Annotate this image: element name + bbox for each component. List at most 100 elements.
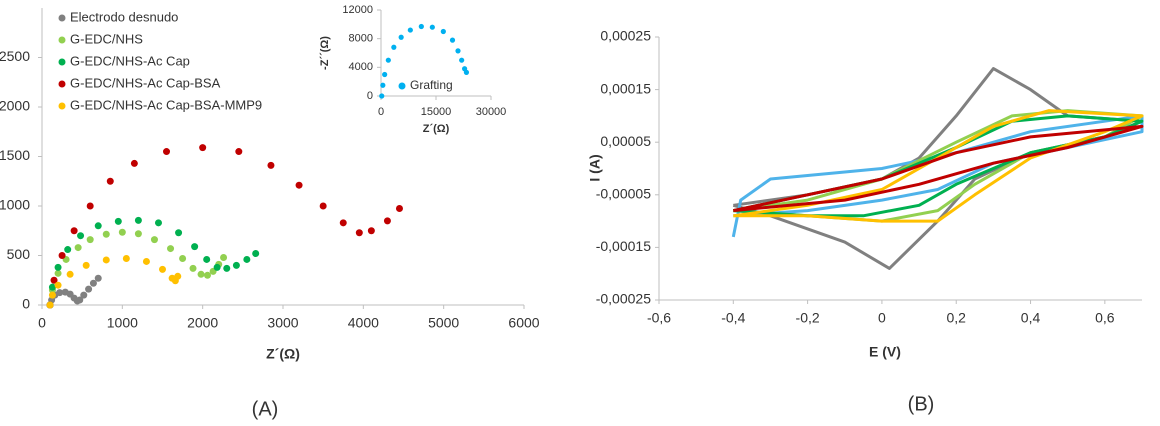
panel-label: (A) [252,398,279,420]
data-point [191,243,199,251]
legend-marker [58,58,66,66]
data-point [130,159,138,167]
legend-marker [58,14,66,22]
data-point [383,217,391,225]
y-tick-label: 2000 [0,98,30,114]
data-point [398,34,404,40]
data-point [203,271,211,279]
panel-label: (B) [908,393,935,415]
data-point [46,301,54,309]
data-point [418,23,424,30]
data-point [449,37,456,43]
x-tick-label: 5000 [428,315,459,331]
data-point [150,236,158,244]
cv-curve [732,124,1144,213]
legend-marker [58,102,66,110]
y-axis-title: I (A) [587,154,603,181]
legend-marker [58,36,66,44]
data-point [339,219,347,227]
x-tick-label: 3000 [267,315,298,331]
y-tick-label: 1500 [0,147,30,163]
y-tick-label: 0 [22,296,30,312]
x-tick-label: 4000 [348,315,379,331]
data-point [440,28,446,35]
data-point [56,289,64,297]
x-tick-label: -0,2 [796,310,820,326]
y-tick-label: 0,00025 [600,28,651,44]
data-point [89,279,97,287]
data-point [295,181,303,189]
y-tick-label: 0 [367,90,373,102]
legend-label: G-EDC/NHS-Ac Cap-BSA-MMP9 [70,97,262,112]
data-point [54,269,62,277]
data-point [54,281,62,289]
data-point [203,255,211,263]
x-tick-label: 0 [378,106,384,118]
x-tick-label: 15000 [421,106,452,118]
data-point [243,255,251,263]
data-point [70,227,78,235]
legend-label: Grafting [410,78,453,92]
data-point [154,219,162,227]
y-tick-label: -0,00005 [596,186,651,202]
y-tick-label: 500 [7,246,31,262]
data-point [175,229,183,237]
x-tick-label: 0,6 [1095,310,1115,326]
data-point [54,263,62,271]
data-point [189,264,197,272]
cv-curve [731,114,1144,238]
data-point [134,230,142,238]
y-axis-title: -Z´´(Ω) [319,36,331,70]
data-point [58,252,66,259]
y-tick-label: 12000 [342,4,373,16]
data-point [142,257,150,265]
data-point [82,261,90,269]
data-point [232,261,240,269]
data-point [385,57,391,63]
data-point [429,24,435,30]
data-point [463,69,470,75]
data-point [50,276,58,284]
data-point [213,263,221,271]
x-tick-label: 1000 [107,315,138,331]
x-tick-label: 0,4 [1021,310,1041,326]
cv-curve [733,109,1144,223]
legend-label: G-EDC/NHS [70,31,143,46]
data-point [102,256,110,264]
data-point [118,228,126,236]
legend-label: G-EDC/NHS-Ac Cap [70,53,190,68]
x-tick-label: 30000 [476,106,507,118]
data-point [382,71,388,78]
legend-marker [58,80,66,88]
data-point [48,283,56,291]
data-point [80,291,88,299]
data-point [235,148,243,156]
x-tick-label: 0,2 [946,310,966,326]
y-tick-label: -0,00025 [596,291,651,307]
legend-label: G-EDC/NHS-Ac Cap-BSA [70,75,221,90]
data-point [174,272,182,280]
y-tick-label: 0,00005 [600,133,651,149]
data-point [391,44,397,50]
x-tick-label: 0 [38,315,46,331]
data-point [252,250,260,258]
data-point [395,204,403,212]
x-axis-title: E (V) [869,344,901,360]
data-point [134,216,142,224]
data-point [367,227,375,235]
data-point [267,161,275,169]
data-point [66,270,74,278]
x-axis-title: Z´(Ω) [423,123,450,135]
data-point [64,246,72,254]
y-tick-label: 0,00015 [600,80,651,96]
data-point [94,222,102,230]
y-tick-label: -0,00015 [596,238,651,254]
x-axis-title: Z´(Ω) [266,346,300,362]
data-point [85,285,93,293]
data-point [159,265,166,273]
x-tick-label: -0,6 [647,310,671,326]
data-point [76,296,84,304]
x-tick-label: 6000 [508,315,539,331]
data-point [86,236,94,244]
